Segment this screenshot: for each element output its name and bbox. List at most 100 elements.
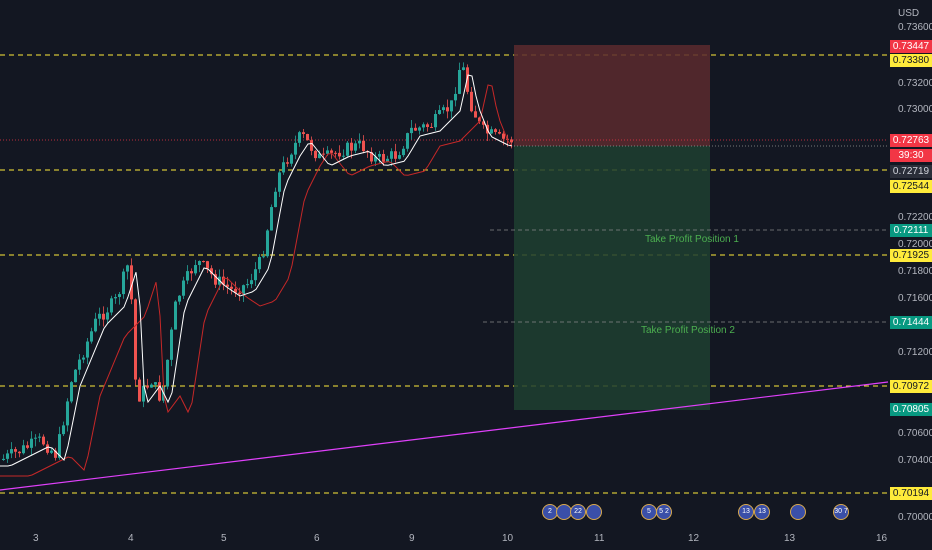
candle-body [326, 150, 329, 154]
time-tick: 5 [221, 533, 227, 544]
event-flag-icon[interactable]: 13 [738, 504, 754, 520]
candle-body [42, 436, 45, 445]
time-tick: 10 [502, 533, 514, 544]
candle-body [54, 450, 57, 458]
price-tag: 0.70194 [890, 487, 932, 500]
candle-body [282, 162, 285, 173]
candle-body [374, 156, 377, 162]
candle-body [446, 107, 449, 112]
candle-body [234, 288, 237, 293]
candle-body [10, 449, 13, 454]
candle-body [198, 261, 201, 266]
candle-body [438, 110, 441, 115]
candle-body [386, 158, 389, 162]
price-tag: 0.73447 [890, 40, 932, 53]
candle-body [286, 162, 289, 164]
price-tick: 0.72000 [898, 239, 932, 250]
candle-body [46, 444, 49, 453]
candle-body [86, 341, 89, 358]
candle-body [498, 132, 501, 134]
price-tick: 0.73600 [898, 22, 932, 33]
event-flag-icon[interactable]: 30 7 [833, 504, 849, 520]
time-tick: 9 [409, 533, 415, 544]
candle-body [458, 69, 461, 94]
candle-body [118, 294, 121, 298]
candle-body [2, 458, 5, 460]
candle-body [362, 140, 365, 152]
candle-body [158, 382, 161, 401]
candle-body [102, 313, 105, 320]
candle-body [14, 449, 17, 452]
horizontal-levels [0, 54, 888, 494]
take-profit-zone[interactable] [514, 146, 710, 410]
candle-body [130, 265, 133, 300]
event-flag-icon[interactable]: 22 [570, 504, 586, 520]
candle-body [318, 153, 321, 159]
event-flag-icon[interactable] [586, 504, 602, 520]
price-tag: 0.71925 [890, 249, 932, 262]
event-flag-icon[interactable]: 13 [754, 504, 770, 520]
take-profit-label-2: Take Profit Position 2 [641, 325, 735, 336]
event-flag-icon[interactable]: 5 [641, 504, 657, 520]
price-tag: 0.72544 [890, 180, 932, 193]
price-tick: 0.70000 [898, 512, 932, 523]
candle-body [322, 153, 325, 155]
candle-body [382, 153, 385, 162]
time-tick: 13 [784, 533, 796, 544]
event-flag-icon[interactable]: 5 2 [656, 504, 672, 520]
candle-body [414, 127, 417, 131]
candle-body [422, 124, 425, 128]
candle-body [342, 155, 345, 157]
candle-body [30, 438, 33, 448]
price-tag: 0.72763 [890, 134, 932, 147]
candle-body [74, 369, 77, 383]
candle-body [178, 295, 181, 302]
event-flag-icon[interactable] [790, 504, 806, 520]
candle-body [170, 329, 173, 360]
candle-body [134, 299, 137, 380]
candle-body [334, 152, 337, 154]
candle-body [110, 298, 113, 313]
candles [2, 62, 513, 463]
candle-body [138, 379, 141, 402]
candle-body [238, 292, 241, 295]
candle-body [354, 143, 357, 151]
candle-body [254, 269, 257, 281]
candle-body [94, 318, 97, 332]
candle-body [298, 132, 301, 143]
candle-body [82, 357, 85, 360]
candle-body [70, 382, 73, 402]
time-tick: 4 [128, 533, 134, 544]
candle-body [62, 425, 65, 435]
candle-body [482, 121, 485, 125]
slow-moving-average [0, 84, 513, 477]
candle-body [402, 148, 405, 156]
candle-body [470, 91, 473, 112]
candle-body [330, 150, 333, 153]
candle-body [230, 286, 233, 289]
candle-body [262, 256, 265, 258]
candle-body [378, 153, 381, 157]
candle-body [346, 142, 349, 156]
candle-body [6, 453, 9, 459]
candle-body [450, 100, 453, 112]
candle-body [474, 111, 477, 118]
candle-body [350, 142, 353, 151]
candle-body [490, 129, 493, 134]
candle-body [98, 313, 101, 319]
candle-body [442, 107, 445, 111]
stop-loss-zone[interactable] [514, 45, 710, 146]
candle-body [78, 359, 81, 370]
candle-body [270, 207, 273, 231]
candle-body [294, 142, 297, 155]
price-tick: 0.73200 [898, 78, 932, 89]
candle-body [466, 67, 469, 92]
candle-body [502, 133, 505, 139]
candle-body [418, 127, 421, 131]
candle-body [242, 285, 245, 295]
trendline[interactable] [0, 381, 889, 491]
candle-body [226, 284, 229, 287]
price-tag: 0.70972 [890, 380, 932, 393]
candle-body [290, 154, 293, 164]
